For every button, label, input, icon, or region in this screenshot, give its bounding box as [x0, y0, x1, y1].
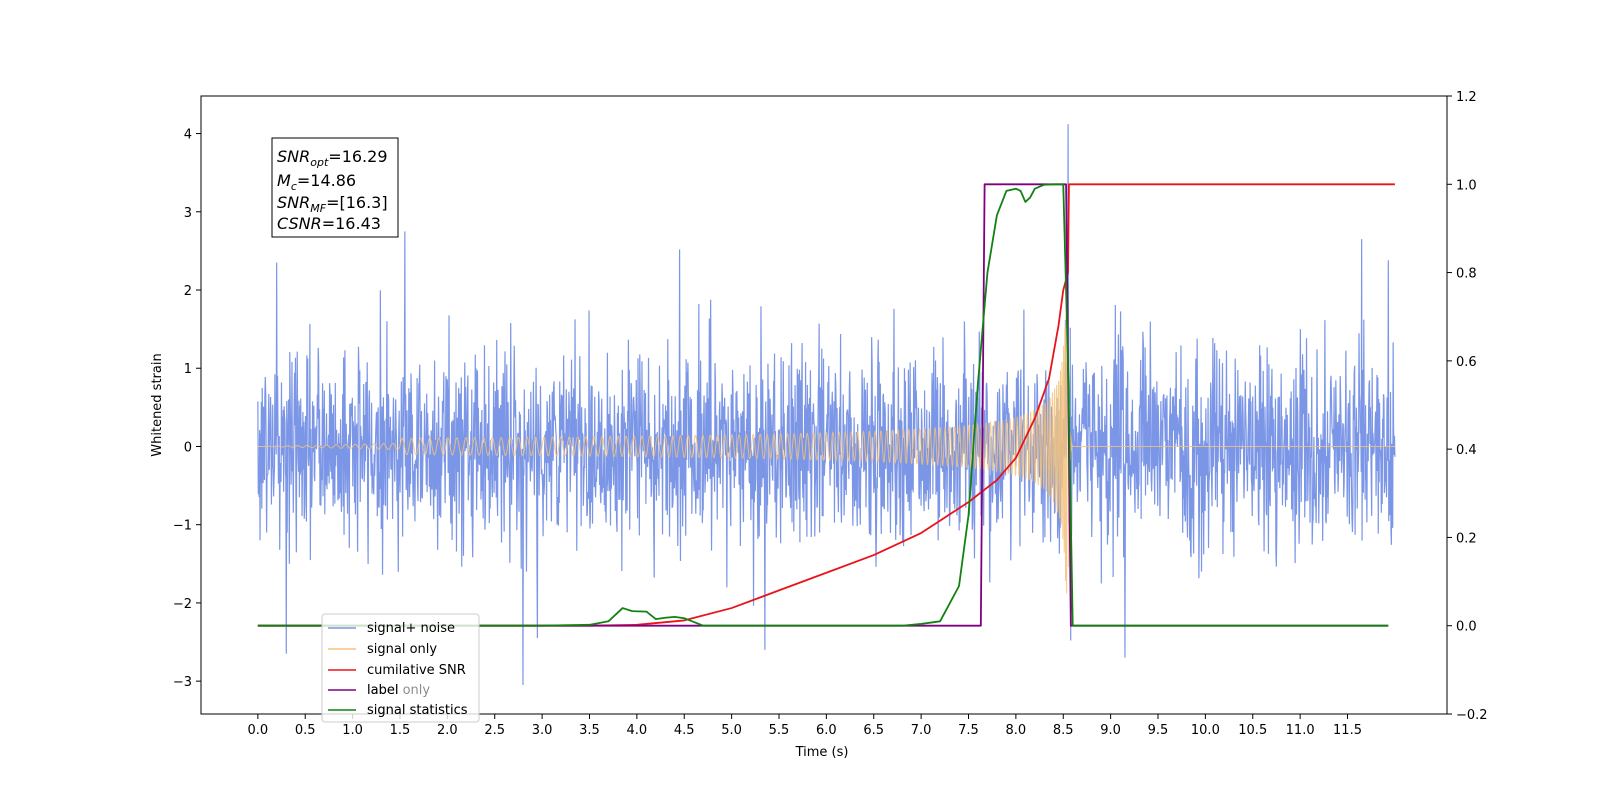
y-tick-label: −2 — [173, 597, 192, 612]
plot-area — [257, 124, 1396, 686]
legend-label: signal statistics — [367, 703, 468, 718]
y-axis-right: −0.2 0.0 0.2 0.4 0.6 0.8 1.0 1.2 — [1447, 90, 1488, 723]
x-tick-label: 4.0 — [627, 723, 648, 738]
y2-tick-label: 0.6 — [1456, 355, 1477, 370]
y-axis-label: Whitened strain — [150, 353, 165, 456]
legend-label: signal+ noise — [367, 621, 455, 636]
legend-entry-signal-noise: signal+ noise — [328, 621, 455, 636]
x-tick-label: 11.5 — [1333, 723, 1362, 738]
y-tick-label: −1 — [173, 519, 192, 534]
series-signal-noise — [257, 124, 1396, 686]
x-tick-label: 11.0 — [1286, 723, 1315, 738]
x-axis-label: Time (s) — [795, 745, 849, 760]
x-tick-label: 3.5 — [579, 723, 600, 738]
y-tick-label: −3 — [173, 675, 192, 690]
x-tick-label: 9.5 — [1148, 723, 1169, 738]
x-tick-label: 1.5 — [390, 723, 411, 738]
x-tick-label: 0.5 — [295, 723, 316, 738]
x-tick-label: 8.5 — [1053, 723, 1074, 738]
series-signal-only — [257, 315, 1395, 594]
y2-tick-label: 0.0 — [1456, 620, 1477, 635]
x-tick-label: 6.5 — [863, 723, 884, 738]
y-tick-label: 0 — [184, 440, 192, 455]
y-tick-label: 4 — [184, 128, 192, 143]
annotation-csnr: CSNR=16.43 — [277, 214, 381, 233]
x-tick-label: 3.0 — [532, 723, 553, 738]
x-tick-label: 10.0 — [1191, 723, 1220, 738]
legend-entry-label: label — [328, 683, 398, 698]
legend-entry-signal-statistics: signal statistics — [328, 703, 468, 718]
y2-tick-label: 0.2 — [1456, 531, 1477, 546]
x-tick-label: 10.5 — [1238, 723, 1267, 738]
legend: label only signal statistics signal+ noi… — [321, 613, 480, 723]
x-tick-label: 5.5 — [769, 723, 790, 738]
y2-tick-label: 0.4 — [1456, 443, 1477, 458]
legend-frame — [321, 613, 480, 723]
y-tick-label: 2 — [184, 284, 192, 299]
legend-entry-signal-only: signal only — [328, 642, 437, 657]
annotation-frame — [271, 137, 399, 238]
x-tick-label: 1.0 — [342, 723, 363, 738]
x-tick-label: 4.5 — [674, 723, 695, 738]
x-tick-label: 9.0 — [1100, 723, 1121, 738]
annotation-box: SNRopt=16.29 Mc=14.86 SNRMF=[16.3] CSNR=… — [271, 137, 399, 238]
x-tick-label: 7.5 — [958, 723, 979, 738]
x-tick-label: 8.0 — [1006, 723, 1027, 738]
y2-tick-label: 1.0 — [1456, 178, 1477, 193]
axes-frame — [200, 95, 1448, 715]
x-tick-label: 6.0 — [816, 723, 837, 738]
legend-entry-cumilative-snr: cumilative SNR — [328, 663, 466, 678]
x-tick-label: 2.0 — [437, 723, 458, 738]
series-layer — [257, 124, 1396, 686]
y-tick-label: 3 — [184, 206, 192, 221]
x-tick-label: 0.0 — [248, 723, 269, 738]
series-signal-statistics — [257, 183, 1389, 627]
y2-tick-label: 1.2 — [1456, 90, 1477, 105]
legend-overlap-label-only: label only — [367, 683, 430, 698]
annotation-snr-mf: SNRMF=[16.3] — [277, 193, 388, 215]
y-axis-left: −3 −2 −1 0 1 2 3 4 — [173, 128, 201, 690]
legend-label: cumilative SNR — [367, 663, 466, 678]
annotation-snr-opt: SNRopt=16.29 — [277, 147, 388, 169]
x-tick-label: 5.0 — [721, 723, 742, 738]
y-tick-label: 1 — [184, 362, 192, 377]
legend-overlap-signal-statistics: signal statistics — [367, 703, 468, 718]
x-tick-label: 2.5 — [484, 723, 505, 738]
x-axis: 0.0 0.5 1.0 1.5 2.0 2.5 3.0 3.5 4.0 4.5 5.0 5.5 6.0 6… — [248, 714, 1362, 738]
legend-label: label — [367, 683, 398, 698]
legend-label: signal only — [367, 642, 437, 657]
legend-overlap-text: label only signal statistics — [367, 683, 468, 718]
y2-tick-label: 0.8 — [1456, 267, 1477, 282]
y2-tick-label: −0.2 — [1456, 708, 1488, 723]
x-tick-label: 7.0 — [911, 723, 932, 738]
annotation-chirp-mass: Mc=14.86 — [277, 171, 356, 193]
